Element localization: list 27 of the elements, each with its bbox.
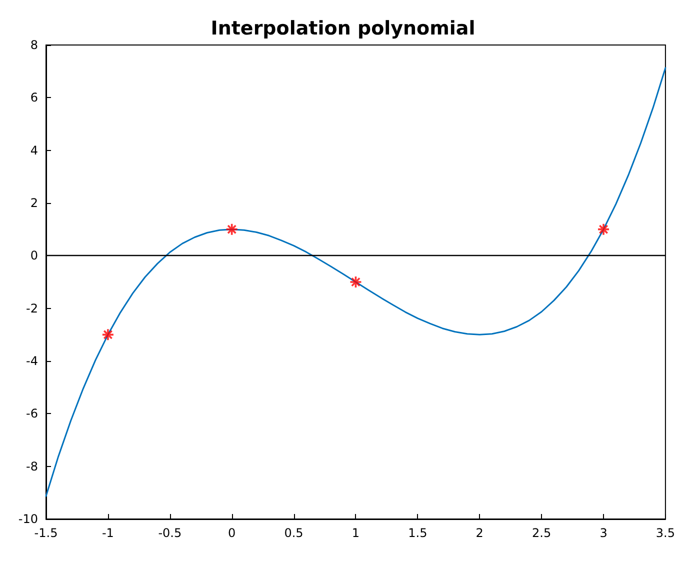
x-tick-label: 2.5 [532, 526, 552, 540]
x-tick-label: 1 [352, 526, 360, 540]
y-tick-label: 2 [30, 196, 38, 210]
line-series [45, 67, 666, 497]
point [225, 222, 238, 236]
chart-title: Interpolation polynomial [210, 18, 476, 40]
x-tick-label: -1 [102, 526, 114, 540]
x-tick-label: -1.5 [34, 526, 58, 540]
y-tick-label: 0 [30, 248, 38, 263]
x-tick-label: 3 [600, 526, 608, 540]
y-tick-label: 6 [30, 90, 38, 105]
y-tick-label: -8 [26, 459, 38, 474]
y-tick-label: -4 [26, 354, 38, 368]
y-tick-label: 4 [30, 143, 38, 158]
point [102, 328, 114, 342]
y-tick-label: -2 [26, 301, 38, 316]
y-tick-label: -6 [26, 406, 38, 421]
x-tick-label: 0 [228, 526, 236, 540]
y-tick-label: 8 [30, 38, 38, 52]
x-tick-label: -0.5 [158, 526, 182, 540]
x-tick-label: 2 [476, 526, 484, 540]
x-tick-label: 0.5 [284, 526, 304, 540]
point [349, 276, 362, 288]
x-tick-label: 3.5 [656, 526, 676, 540]
point [597, 222, 610, 236]
y-tick-label: -10 [18, 512, 38, 526]
x-tick-label: 1.5 [408, 526, 428, 540]
